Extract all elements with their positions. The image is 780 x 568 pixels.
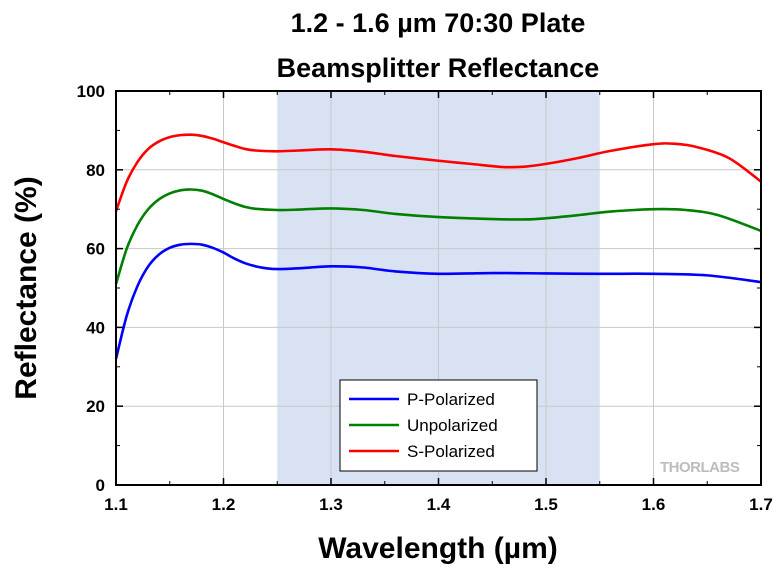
- chart-title-line-2: Beamsplitter Reflectance: [277, 53, 600, 83]
- series-line-unpolarized: [114, 188, 762, 285]
- x-tick-label: 1.4: [427, 495, 451, 514]
- x-tick-label: 1.3: [319, 495, 343, 514]
- y-tick-label: 40: [86, 318, 105, 337]
- x-tick-label: 1.7: [749, 495, 773, 514]
- thorlabs-watermark: THORLABS: [660, 459, 740, 476]
- y-tick-label: 20: [86, 397, 105, 416]
- legend-label-unpolarized: Unpolarized: [407, 416, 498, 435]
- x-tick-label: 1.2: [212, 495, 236, 514]
- y-tick-label: 0: [96, 476, 105, 495]
- x-axis-label: Wavelength (µm): [318, 532, 558, 565]
- y-tick-label: 100: [77, 82, 105, 101]
- x-tick-label: 1.6: [642, 495, 666, 514]
- y-tick-label: 80: [86, 161, 105, 180]
- chart-title-line-1: 1.2 - 1.6 µm 70:30 Plate: [291, 8, 586, 38]
- legend: P-Polarized Unpolarized S-Polarized: [339, 379, 538, 472]
- tick-labels: 1.1 1.2 1.3 1.4 1.5 1.6 1.7 0 20 40 60 80 100: [77, 82, 773, 514]
- y-tick-label: 60: [86, 240, 105, 259]
- legend-label-s-polarized: S-Polarized: [407, 442, 495, 461]
- legend-label-p-polarized: P-Polarized: [407, 390, 495, 409]
- series-line-p-polarized: [114, 242, 762, 360]
- x-tick-label: 1.5: [534, 495, 558, 514]
- series-line-s-polarized: [114, 133, 762, 212]
- x-tick-label: 1.1: [104, 495, 128, 514]
- y-axis-label: Reflectance (%): [10, 176, 43, 399]
- series-lines: [114, 133, 762, 360]
- axis-ticks: [115, 90, 762, 486]
